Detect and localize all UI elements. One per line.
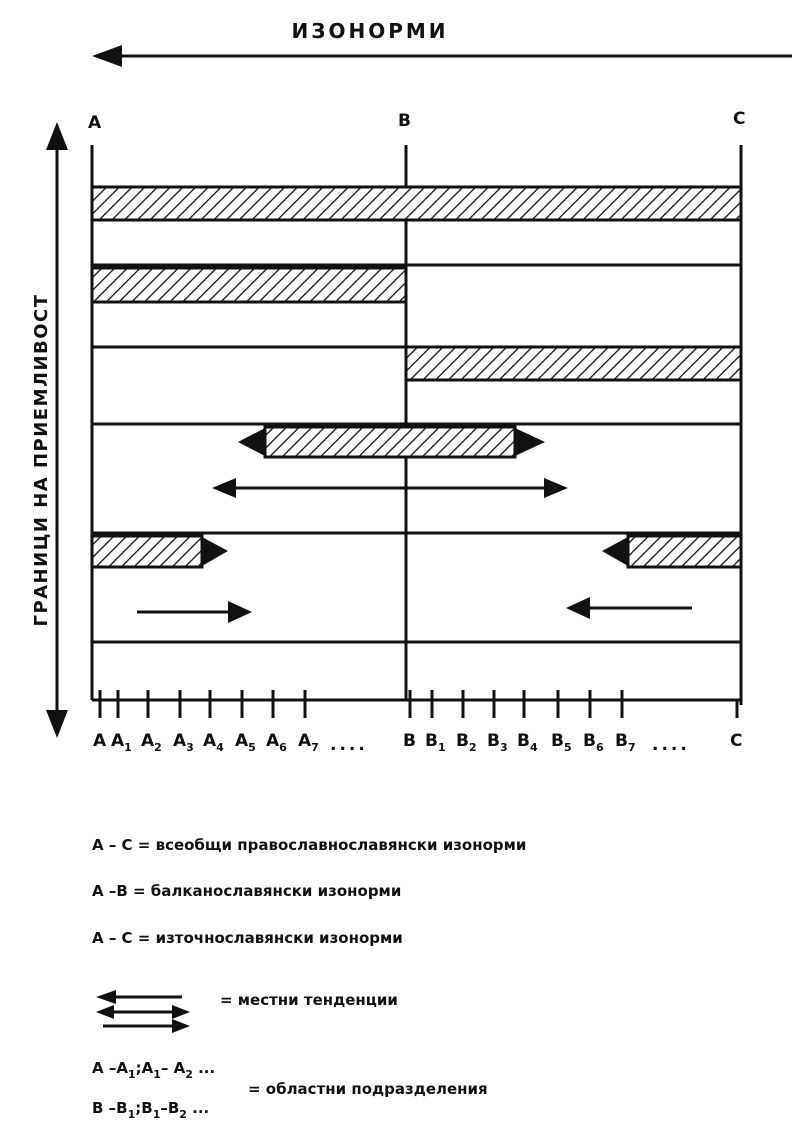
column-label-b: B [398,111,411,131]
tick-label: B [403,731,416,751]
tick-label: B3 [487,731,508,754]
legend-line-1: A – C = всеобщи православнославянски изо… [92,836,526,854]
ellipsis-b: .... [652,735,690,755]
tick-label: B6 [583,731,604,754]
ellipsis-a: .... [330,735,368,755]
left-arrow [566,597,692,619]
band-balkan-slavic [90,266,408,304]
tick-label: A6 [266,731,287,754]
tick-label: A5 [235,731,256,754]
band-right-local [602,534,743,569]
tick-label: A1 [111,731,132,754]
axis-ticks: A A1 A2 A3 A4 A5 A6 A7 B B1 B2 B3 B4 B5 B6 B7 C [93,690,742,754]
legend-subdivisions-b: B –B1;B1–B2 ... [92,1099,209,1121]
band-left-local [90,534,228,569]
isonorm-arrow [92,45,792,67]
acceptability-arrow [46,122,68,738]
legend-line-3: A – C = източнославянски изонорми [92,929,403,947]
tick-label: B7 [615,731,636,754]
tick-label: A7 [298,731,319,754]
double-arrow [212,478,568,498]
tick-label: A2 [141,731,162,754]
legend-arrows-label: = местни тенденции [220,991,398,1009]
grid-lines [90,145,743,705]
tick-label: B5 [551,731,572,754]
column-label-a: A [88,113,102,133]
band-central-spread [238,425,545,459]
column-label-c: C [733,109,745,129]
tick-label: C [730,731,742,751]
vertical-label: ГРАНИЦИ НА ПРИЕМЛИВОСТ [31,293,52,626]
local-tendencies-arrows-icon [96,990,190,1033]
tick-label: B1 [425,731,446,754]
title: ИЗОНОРМИ [292,19,449,43]
tick-label: A4 [203,731,224,754]
legend-subdivisions-label: = областни подразделения [248,1080,488,1098]
legend-line-2: A –B = балканославянски изонорми [92,882,401,900]
right-arrow [137,601,252,623]
tick-label: A3 [173,731,194,754]
band-east-slavic [404,345,743,382]
tick-label: B4 [517,731,538,754]
band-all-orthodox-slavic [90,185,743,222]
tick-label: A [93,731,107,751]
legend-subdivisions-a: A –A1;A1– A2 ... [92,1059,215,1081]
tick-label: B2 [456,731,477,754]
